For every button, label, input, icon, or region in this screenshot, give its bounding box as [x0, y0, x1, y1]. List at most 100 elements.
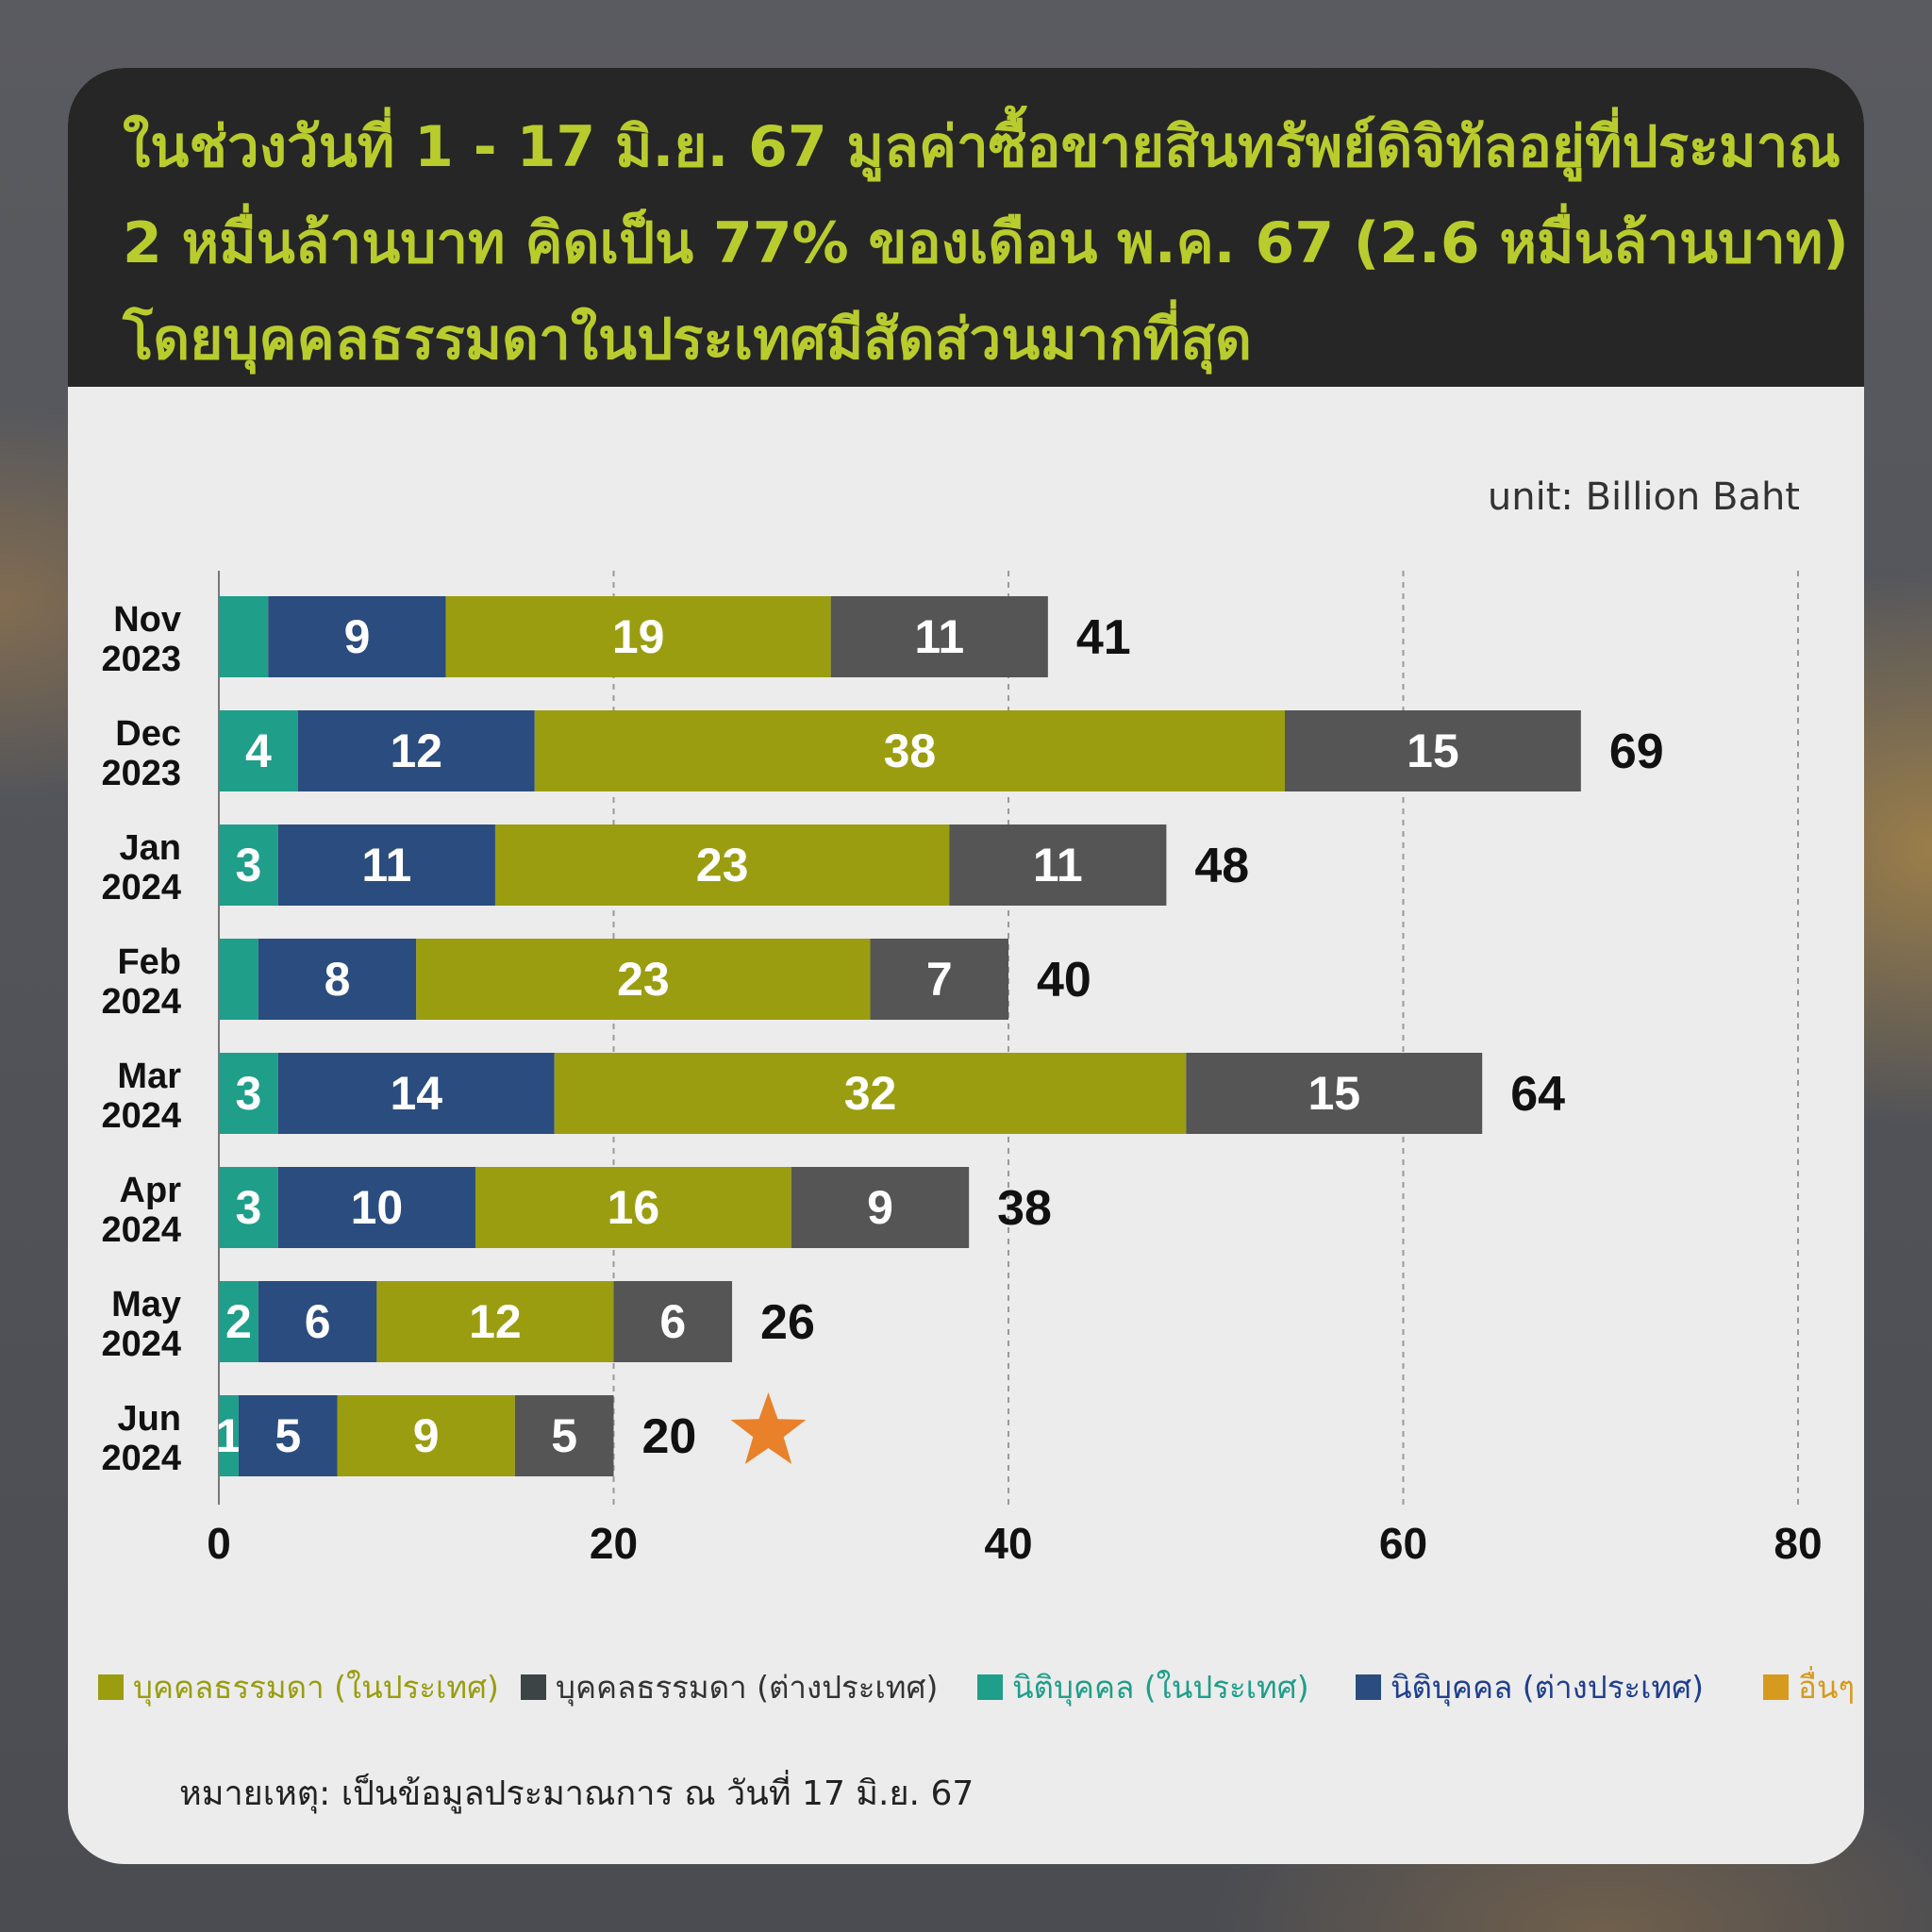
category-label-month: May	[111, 1285, 181, 1324]
bar-total-label: 26	[760, 1295, 815, 1350]
segment-value-label: 8	[325, 953, 351, 1006]
segment-value-label: 19	[612, 610, 665, 663]
bar-segment-legal_foreign	[238, 1395, 338, 1476]
segment-value-label: 2	[225, 1295, 252, 1348]
bar-segment-individual_domestic	[494, 824, 950, 906]
bar-segment-legal_domestic	[219, 1053, 278, 1134]
legend-item-legal_domestic: นิติบุคคล (ในประเทศ)	[977, 1662, 1309, 1712]
category-label-year: 2024	[101, 1439, 181, 1478]
chart-legend: บุคคลธรรมดา (ในประเทศ) บุคคลธรรมดา (ต่างป…	[98, 1662, 1855, 1719]
segment-value-label: 6	[305, 1295, 331, 1348]
bar-segment-legal_foreign	[277, 1167, 476, 1248]
footnote: หมายเหตุ: เป็นข้อมูลประมาณการ ณ วันที่ 1…	[179, 1774, 974, 1813]
category-label-month: Apr	[120, 1171, 182, 1210]
bar-segment-individual_domestic	[534, 710, 1285, 791]
bar-segment-individual_domestic	[554, 1053, 1187, 1134]
legend-swatch	[1356, 1674, 1381, 1700]
bar-segment-individual_foreign	[1186, 1053, 1483, 1134]
category-label-year: 2024	[101, 982, 181, 1022]
bar-segment-legal_domestic	[219, 1395, 239, 1476]
bar-segment-legal_foreign	[277, 824, 495, 906]
category-label-year: 2024	[101, 1210, 181, 1250]
segment-value-label: 12	[390, 724, 442, 777]
segment-value-label: 12	[469, 1295, 522, 1348]
segment-value-label: 7	[926, 953, 953, 1006]
category-label-year: 2024	[101, 1096, 181, 1136]
bar-segment-individual_domestic	[416, 939, 871, 1020]
legend-label: บุคคลธรรมดา (ต่างประเทศ)	[556, 1669, 939, 1706]
segment-value-label: 11	[1033, 839, 1083, 891]
segment-value-label: 10	[351, 1181, 404, 1234]
bar-segment-legal_domestic	[219, 1281, 258, 1362]
bar-segment-individual_domestic	[475, 1167, 791, 1248]
legend-swatch	[1763, 1674, 1789, 1700]
bar-segment-legal_domestic	[219, 596, 269, 677]
headline-line-3: โดยบุคคลธรรมดาในประเทศมีสัดส่วนมากที่สุด	[123, 307, 1252, 373]
bar-total-label: 69	[1609, 724, 1664, 779]
bar-segment-individual_domestic	[376, 1281, 614, 1362]
legend-label: นิติบุคคล (ต่างประเทศ)	[1391, 1669, 1704, 1706]
x-tick-label: 0	[207, 1519, 231, 1568]
category-label-month: Jan	[120, 828, 181, 868]
bar-segment-individual_foreign	[830, 596, 1048, 677]
segment-value-label: 16	[608, 1181, 660, 1234]
segment-value-label: 5	[275, 1409, 301, 1462]
headline-line-1: ในช่วงวันที่ 1 - 17 มิ.ย. 67 มูลค่าซื้อข…	[123, 114, 1841, 180]
bar-total-label: 41	[1076, 610, 1131, 665]
category-label-month: Feb	[117, 942, 181, 982]
segment-value-label: 3	[235, 1181, 261, 1234]
segment-value-label: 11	[361, 839, 411, 891]
category-label-year: 2023	[101, 754, 181, 793]
x-tick-label: 20	[590, 1519, 638, 1568]
legend-label: นิติบุคคล (ในประเทศ)	[1012, 1669, 1309, 1706]
segment-value-label: 1	[216, 1409, 242, 1462]
bar-total-label: 20	[642, 1409, 697, 1464]
highlight-star-icon	[730, 1392, 807, 1464]
bar-segment-individual_domestic	[445, 596, 831, 677]
legend-item-individual_foreign: บุคคลธรรมดา (ต่างประเทศ)	[521, 1662, 938, 1712]
category-label-month: Mar	[117, 1057, 181, 1096]
bar-segment-individual_foreign	[949, 824, 1167, 906]
x-tick-label: 40	[984, 1519, 1032, 1568]
segment-value-label: 15	[1407, 724, 1459, 777]
segment-value-label: 11	[914, 610, 964, 663]
bar-segment-legal_foreign	[258, 939, 417, 1020]
segment-value-label: 15	[1307, 1067, 1360, 1120]
x-tick-label: 80	[1774, 1519, 1822, 1568]
bar-segment-legal_foreign	[258, 1281, 377, 1362]
bar-total-label: 38	[997, 1181, 1052, 1236]
segment-value-label: 23	[696, 839, 749, 891]
segment-value-label: 5	[551, 1409, 577, 1462]
bar-segment-individual_foreign	[613, 1281, 733, 1362]
segment-value-label: 32	[844, 1067, 897, 1120]
bar-segment-individual_foreign	[1284, 710, 1581, 791]
bar-segment-individual_domestic	[337, 1395, 515, 1476]
segment-value-label: 38	[884, 724, 937, 777]
segment-value-label: 9	[867, 1181, 893, 1234]
legend-item-legal_foreign: นิติบุคคล (ต่างประเทศ)	[1356, 1662, 1704, 1712]
bar-segment-legal_foreign	[297, 710, 535, 791]
category-label-month: Jun	[117, 1399, 181, 1439]
bar-segment-legal_domestic	[219, 1167, 278, 1248]
bar-segment-legal_domestic	[219, 710, 298, 791]
bar-segment-legal_domestic	[219, 824, 278, 906]
segment-value-label: 3	[235, 1067, 261, 1120]
unit-label: unit: Billion Baht	[1487, 475, 1800, 519]
bar-segment-individual_foreign	[870, 939, 1008, 1020]
segment-value-label: 9	[344, 610, 371, 663]
legend-item-others: อื่นๆ	[1763, 1662, 1855, 1712]
legend-swatch	[98, 1674, 124, 1700]
bar-segment-individual_foreign	[791, 1167, 970, 1248]
category-label-year: 2024	[101, 868, 181, 908]
category-label-year: 2023	[101, 640, 181, 679]
headline-banner: ในช่วงวันที่ 1 - 17 มิ.ย. 67 มูลค่าซื้อข…	[68, 68, 1864, 387]
legend-swatch	[977, 1674, 1003, 1700]
bar-segment-legal_foreign	[277, 1053, 555, 1134]
headline-line-2: 2 หมื่นล้านบาท คิดเป็น 77% ของเดือน พ.ค.…	[123, 210, 1849, 276]
legend-label: บุคคลธรรมดา (ในประเทศ)	[133, 1669, 499, 1706]
segment-value-label: 3	[235, 839, 261, 891]
bar-segment-legal_domestic	[219, 939, 258, 1020]
segment-value-label: 6	[659, 1295, 686, 1348]
bar-segment-individual_foreign	[514, 1395, 614, 1476]
